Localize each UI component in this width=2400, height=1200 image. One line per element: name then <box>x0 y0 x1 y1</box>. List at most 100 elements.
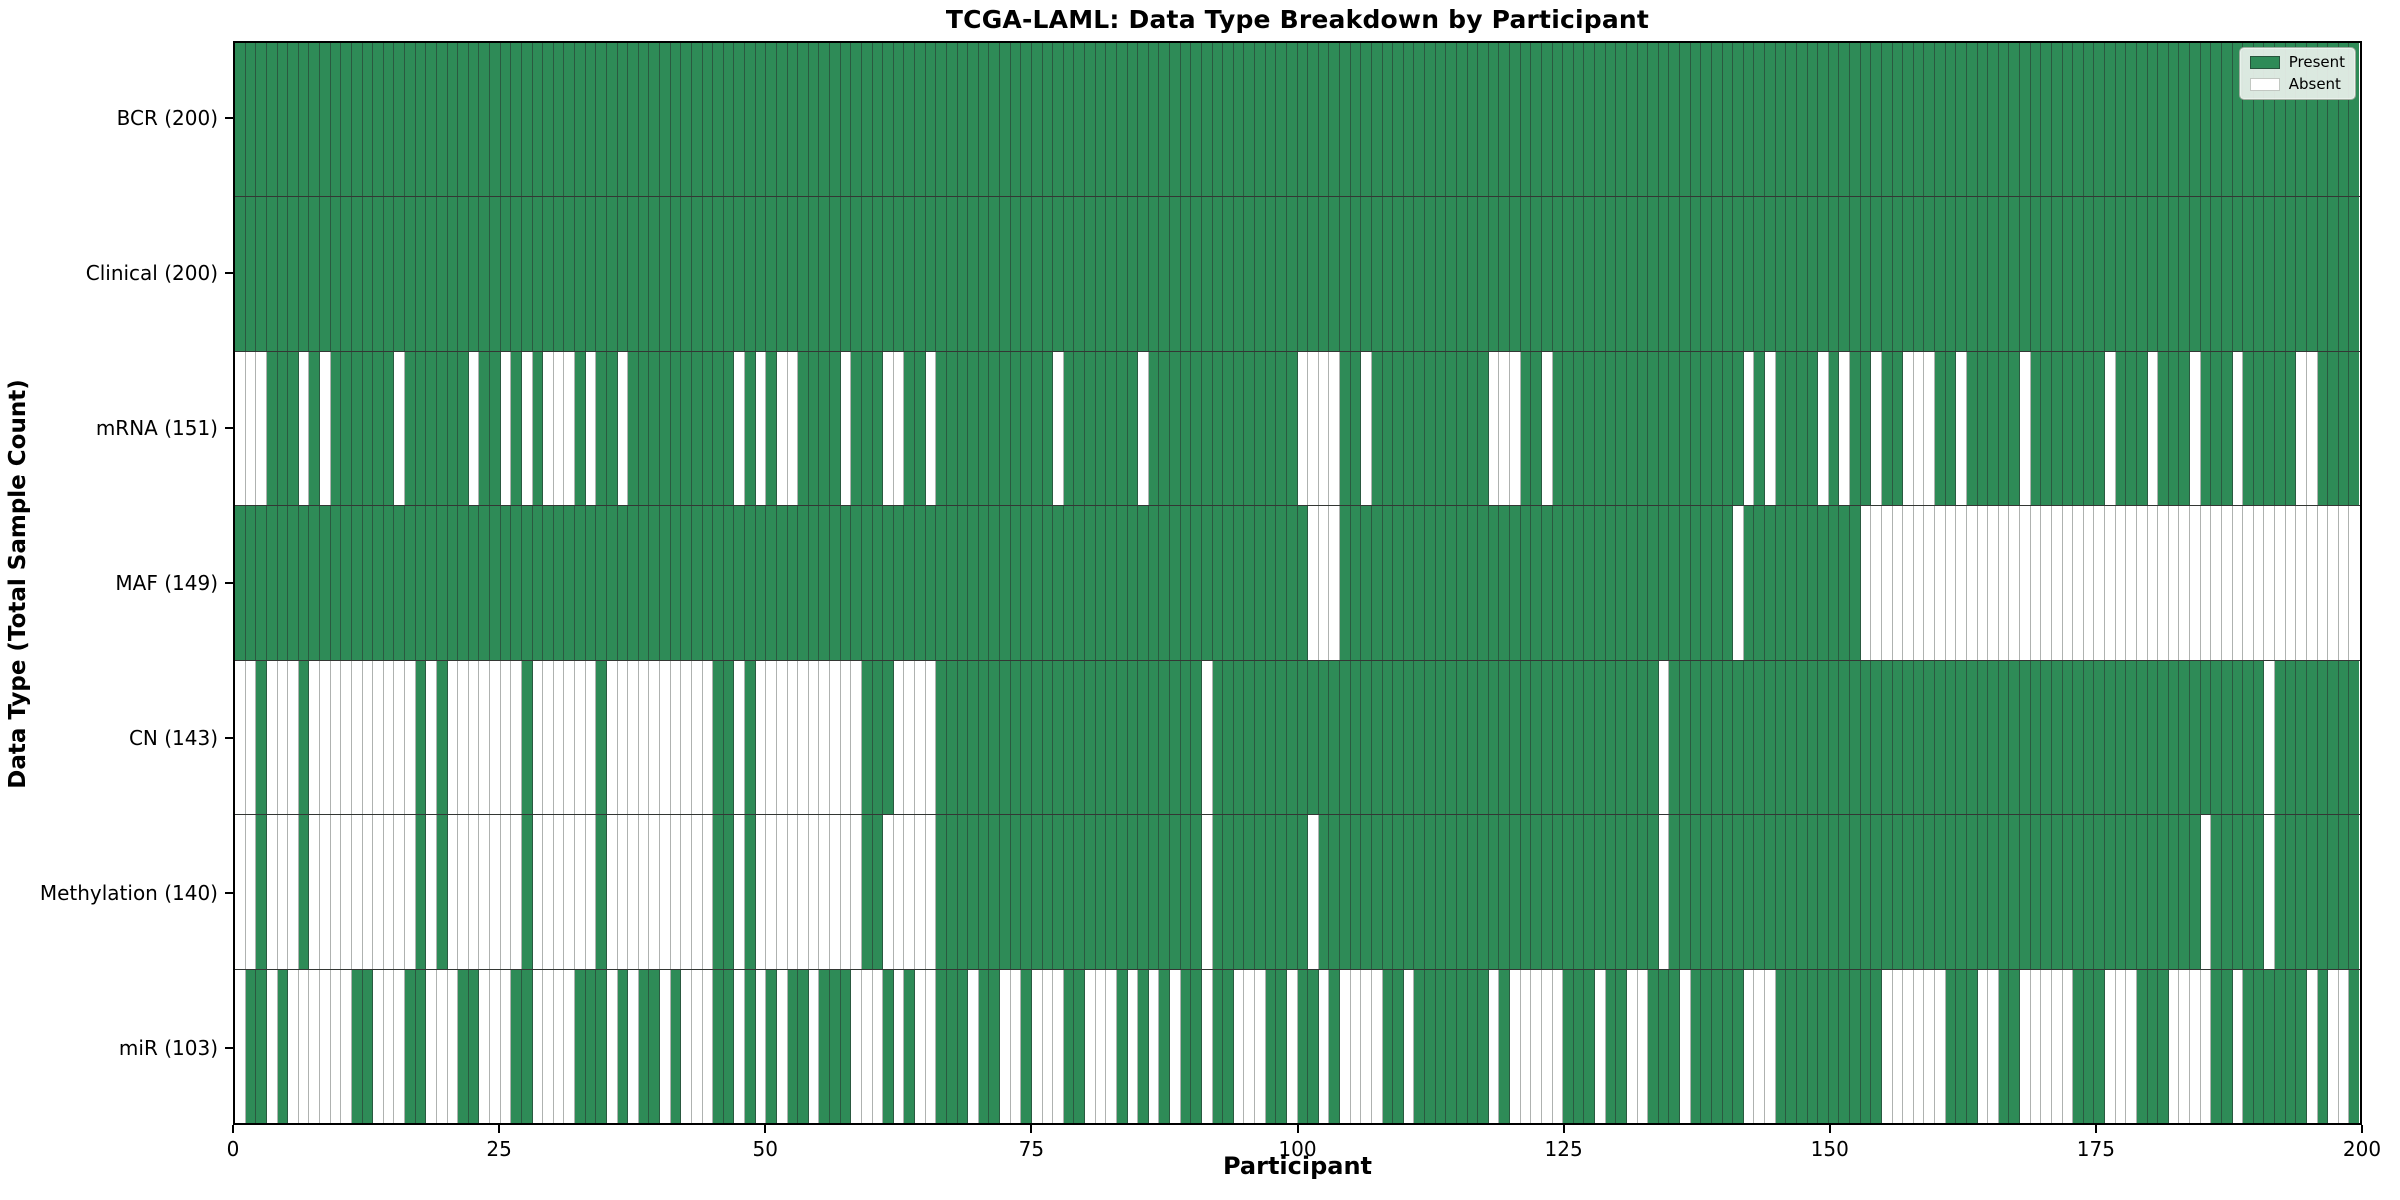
heatmap-cell <box>1435 969 1447 1123</box>
heatmap-cell <box>1478 969 1489 1123</box>
heatmap-cell <box>872 506 884 660</box>
heatmap-cell <box>2051 660 2063 815</box>
heatmap-cell <box>660 815 671 969</box>
heatmap-cell <box>1722 197 1734 351</box>
heatmap-cell <box>351 506 363 660</box>
heatmap-cell <box>946 969 958 1123</box>
heatmap-cell <box>606 351 618 506</box>
heatmap-cell <box>1722 351 1734 506</box>
heatmap-cell <box>1265 351 1277 506</box>
heatmap-cell <box>1095 197 1107 351</box>
heatmap-cell <box>766 43 777 197</box>
heatmap-cell <box>1733 351 1744 506</box>
heatmap-cell <box>1350 43 1362 197</box>
heatmap-cell <box>320 506 331 660</box>
heatmap-cell <box>1998 506 2010 660</box>
heatmap-cell <box>2115 43 2127 197</box>
heatmap-cell <box>1042 815 1054 969</box>
heatmap-cell <box>1223 506 1234 660</box>
heatmap-cell <box>2094 969 2105 1123</box>
heatmap-cell <box>989 815 1000 969</box>
heatmap-cell <box>1170 43 1181 197</box>
heatmap-cell <box>968 815 979 969</box>
heatmap-cell <box>978 197 990 351</box>
heatmap-cell <box>2041 351 2052 506</box>
heatmap-cell <box>946 351 958 506</box>
heatmap-cell <box>2179 969 2190 1123</box>
heatmap-cell <box>490 815 501 969</box>
heatmap-cell <box>2349 969 2359 1123</box>
heatmap-cell <box>288 815 299 969</box>
heatmap-cell <box>755 815 767 969</box>
heatmap-cell <box>2115 660 2127 815</box>
heatmap-cell <box>1053 506 1064 660</box>
heatmap-cell <box>1796 815 1808 969</box>
heatmap-cell <box>2338 969 2350 1123</box>
heatmap-cell <box>2232 815 2244 969</box>
heatmap-cell <box>702 969 714 1123</box>
heatmap-cell <box>681 815 692 969</box>
heatmap-cell <box>989 43 1000 197</box>
heatmap-cell <box>575 969 586 1123</box>
heatmap-cell <box>1977 969 1989 1123</box>
heatmap-cell <box>1765 43 1776 197</box>
heatmap-cell <box>745 969 756 1123</box>
heatmap-cell <box>2296 43 2307 197</box>
heatmap-cell <box>298 969 310 1123</box>
heatmap-cell <box>1148 660 1160 815</box>
heatmap-cell <box>2317 815 2329 969</box>
heatmap-cell <box>2179 351 2190 506</box>
heatmap-cell <box>936 969 947 1123</box>
heatmap-cell <box>1871 815 1882 969</box>
heatmap-cell <box>1265 506 1277 660</box>
heatmap-cell <box>755 351 767 506</box>
heatmap-cell <box>1775 43 1787 197</box>
heatmap-cell <box>415 969 427 1123</box>
heatmap-cell <box>1085 43 1096 197</box>
heatmap-cell <box>1340 969 1351 1123</box>
heatmap-cell <box>511 969 522 1123</box>
heatmap-cell <box>266 506 278 660</box>
heatmap-cell <box>2264 506 2275 660</box>
heatmap-cell <box>957 197 969 351</box>
heatmap-cell <box>341 197 352 351</box>
heatmap-cell <box>893 660 905 815</box>
heatmap-cell <box>511 351 522 506</box>
heatmap-cell <box>1233 43 1245 197</box>
heatmap-cell <box>1010 815 1022 969</box>
heatmap-cell <box>851 969 862 1123</box>
heatmap-cell <box>468 197 480 351</box>
heatmap-cell <box>1573 197 1585 351</box>
heatmap-cell <box>606 197 618 351</box>
heatmap-cell <box>309 43 320 197</box>
heatmap-cell <box>1935 969 1946 1123</box>
heatmap-cell <box>1573 815 1585 969</box>
heatmap-cell <box>1382 969 1394 1123</box>
heatmap-cell <box>968 351 979 506</box>
heatmap-cell <box>1403 660 1415 815</box>
heatmap-cell <box>1201 969 1213 1123</box>
heatmap-cell <box>1265 197 1277 351</box>
heatmap-cell <box>1711 660 1723 815</box>
heatmap-cell <box>1913 815 1925 969</box>
heatmap-cell <box>893 815 905 969</box>
heatmap-cell <box>681 660 692 815</box>
heatmap-cell <box>1255 43 1266 197</box>
heatmap-cell <box>553 815 565 969</box>
heatmap-cell <box>628 969 639 1123</box>
heatmap-cell <box>1308 351 1319 506</box>
heatmap-cell <box>1871 197 1882 351</box>
heatmap-cell <box>1159 660 1170 815</box>
heatmap-cell <box>830 197 841 351</box>
heatmap-cell <box>1488 351 1500 506</box>
heatmap-cell <box>2264 197 2275 351</box>
heatmap-cell <box>872 351 884 506</box>
heatmap-cell <box>1669 43 1680 197</box>
heatmap-cell <box>1318 660 1330 815</box>
heatmap-cell <box>2200 351 2212 506</box>
heatmap-cell <box>575 815 586 969</box>
heatmap-cell <box>776 660 788 815</box>
heatmap-cell <box>1616 969 1627 1123</box>
heatmap-cell <box>1085 506 1096 660</box>
heatmap-cell <box>1414 506 1425 660</box>
